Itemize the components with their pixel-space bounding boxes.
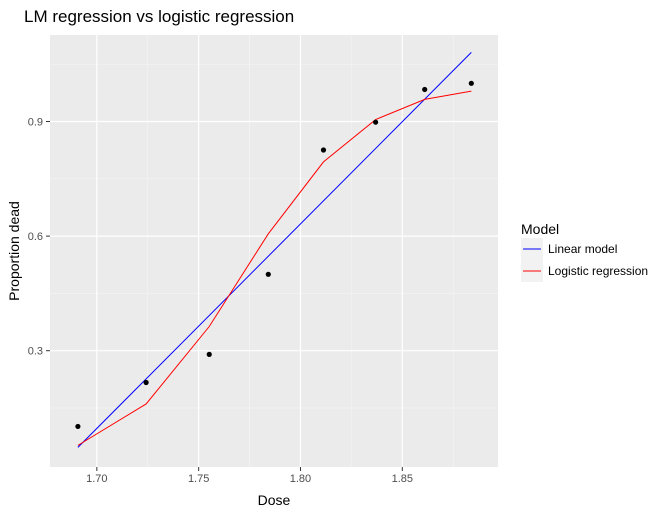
data-point (320, 147, 327, 153)
x-tick-label: 1.85 (392, 473, 413, 485)
data-point (422, 86, 428, 93)
y-tick-label: 0.9 (28, 117, 43, 129)
data-point (373, 119, 379, 125)
x-axis-label: Dose (258, 492, 291, 508)
y-axis: 0.3 0.6 0.9 (28, 117, 50, 358)
legend-label-linear-model: Linear model (548, 242, 617, 256)
data-point (265, 271, 271, 277)
y-tick-label: 0.6 (28, 231, 43, 243)
x-tick-label: 1.70 (86, 473, 107, 485)
data-point (143, 379, 149, 386)
grid-minor (50, 35, 498, 467)
data-point (75, 423, 81, 430)
y-axis-label: Proportion dead (6, 201, 22, 301)
grid-major (50, 35, 498, 467)
legend-label-logistic-regression: Logistic regression (548, 264, 648, 278)
series-line-linear-model (77, 52, 472, 448)
x-axis: 1.70 1.75 1.80 1.85 (86, 467, 413, 485)
series-layer (77, 52, 472, 448)
x-tick-label: 1.80 (290, 473, 311, 485)
series-line-logistic-regression (77, 90, 472, 446)
y-tick-label: 0.3 (28, 346, 43, 358)
points-layer (75, 80, 474, 430)
chart-title: LM regression vs logistic regression (24, 7, 294, 26)
data-point (206, 351, 212, 357)
data-point (468, 80, 474, 86)
legend-title: Model (521, 221, 559, 237)
legend: Model Linear model Logistic regression (521, 221, 648, 282)
x-tick-label: 1.75 (188, 473, 209, 485)
